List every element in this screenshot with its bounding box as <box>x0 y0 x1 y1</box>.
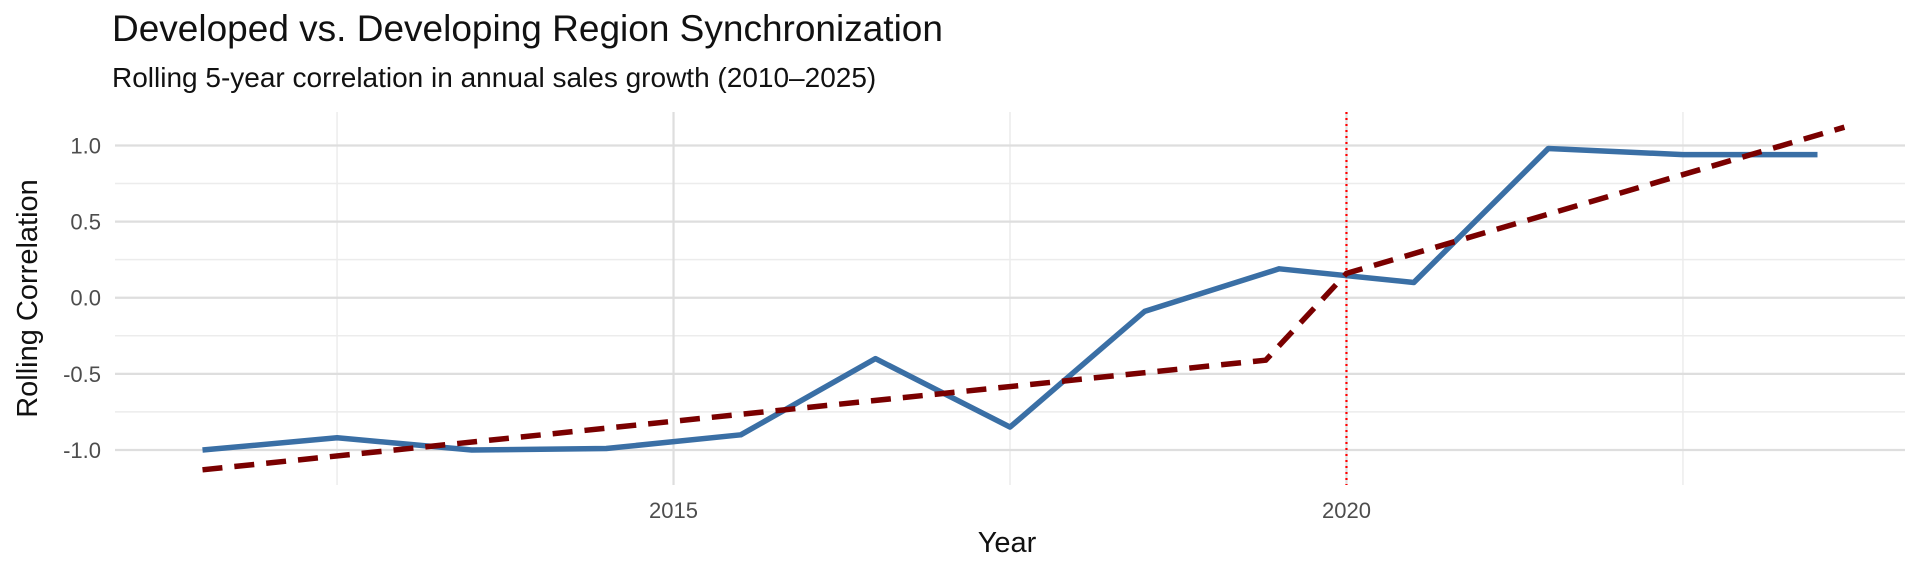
y-tick-label: 0.5 <box>70 210 101 235</box>
x-axis-title: Year <box>978 527 1037 559</box>
chart-title: Developed vs. Developing Region Synchron… <box>112 8 943 49</box>
correlation-line <box>202 145 1818 453</box>
y-axis-title: Rolling Correlation <box>12 179 44 418</box>
x-tick-label: 2020 <box>1322 498 1371 523</box>
y-tick-label: 1.0 <box>70 133 101 158</box>
x-tick-label: 2015 <box>649 498 698 523</box>
y-tick-label: -0.5 <box>63 362 101 387</box>
y-tick-label: -1.0 <box>63 438 101 463</box>
y-tick-label: 0.0 <box>70 286 101 311</box>
trend-line <box>202 124 1846 473</box>
chart-subtitle: Rolling 5-year correlation in annual sal… <box>112 62 877 93</box>
